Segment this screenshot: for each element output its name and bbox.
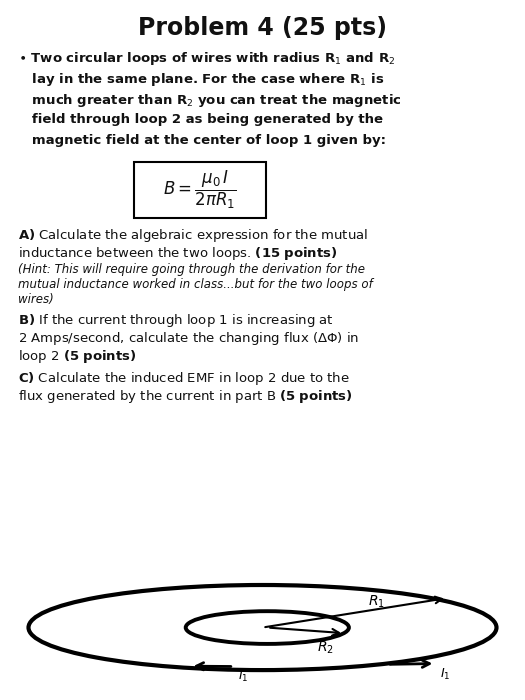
Text: much greater than R$_2$ you can treat the magnetic: much greater than R$_2$ you can treat th… <box>18 92 402 109</box>
Text: $\bf{A)}$ Calculate the algebraic expression for the mutual: $\bf{A)}$ Calculate the algebraic expres… <box>18 227 368 244</box>
Text: $I_1$: $I_1$ <box>440 667 450 682</box>
Text: lay in the same plane. For the case where R$_1$ is: lay in the same plane. For the case wher… <box>18 71 384 88</box>
Text: $R_1$: $R_1$ <box>368 594 385 610</box>
Text: Problem 4 (25 pts): Problem 4 (25 pts) <box>138 16 386 40</box>
Text: $\bullet$ Two circular loops of wires with radius R$_1$ and R$_2$: $\bullet$ Two circular loops of wires wi… <box>18 50 395 67</box>
Text: $\bf{B)}$ If the current through loop 1 is increasing at: $\bf{B)}$ If the current through loop 1 … <box>18 312 334 329</box>
Text: inductance between the two loops. $\bf{(15\ points)}$: inductance between the two loops. $\bf{(… <box>18 245 338 262</box>
Text: $B=\dfrac{\mu_0\, I}{2\pi R_1}$: $B=\dfrac{\mu_0\, I}{2\pi R_1}$ <box>163 169 237 211</box>
Text: $R_2$: $R_2$ <box>317 640 334 656</box>
Text: flux generated by the current in part B $\bf{(5\ points)}$: flux generated by the current in part B … <box>18 388 353 405</box>
Text: mutual inductance worked in class...but for the two loops of: mutual inductance worked in class...but … <box>18 278 373 291</box>
Text: field through loop 2 as being generated by the: field through loop 2 as being generated … <box>18 113 383 126</box>
Text: $\bf{C)}$ Calculate the induced EMF in loop 2 due to the: $\bf{C)}$ Calculate the induced EMF in l… <box>18 370 350 387</box>
Text: (Hint: This will require going through the derivation for the: (Hint: This will require going through t… <box>18 263 365 276</box>
Text: $I_1$: $I_1$ <box>238 668 249 684</box>
Text: loop 2 $\bf{(5\ points)}$: loop 2 $\bf{(5\ points)}$ <box>18 348 136 365</box>
Text: magnetic field at the center of loop 1 given by:: magnetic field at the center of loop 1 g… <box>18 134 386 147</box>
FancyBboxPatch shape <box>134 162 266 218</box>
Text: 2 Amps/second, calculate the changing flux ($\Delta\Phi$) in: 2 Amps/second, calculate the changing fl… <box>18 330 360 347</box>
Text: wires): wires) <box>18 293 54 306</box>
